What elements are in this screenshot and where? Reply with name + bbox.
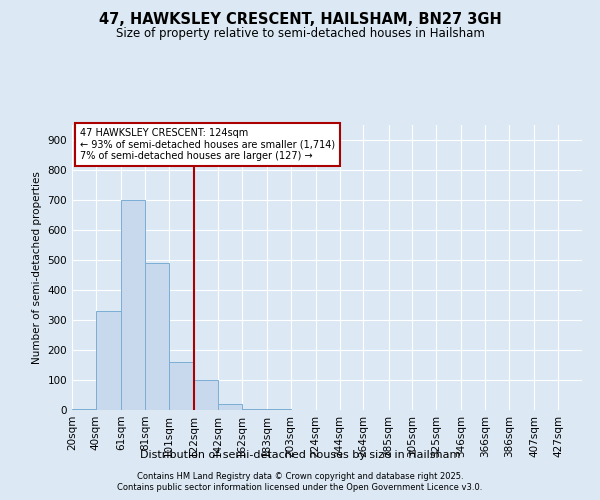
Y-axis label: Number of semi-detached properties: Number of semi-detached properties [32, 171, 42, 364]
Text: Distribution of semi-detached houses by size in Hailsham: Distribution of semi-detached houses by … [140, 450, 460, 460]
Text: Size of property relative to semi-detached houses in Hailsham: Size of property relative to semi-detach… [116, 28, 484, 40]
Bar [242, 408, 266, 410]
Bar [145, 263, 169, 410]
Text: Contains public sector information licensed under the Open Government Licence v3: Contains public sector information licen… [118, 484, 482, 492]
Bar [121, 200, 145, 410]
Text: 47, HAWKSLEY CRESCENT, HAILSHAM, BN27 3GH: 47, HAWKSLEY CRESCENT, HAILSHAM, BN27 3G… [98, 12, 502, 28]
Text: Contains HM Land Registry data © Crown copyright and database right 2025.: Contains HM Land Registry data © Crown c… [137, 472, 463, 481]
Bar [218, 404, 242, 410]
Bar [169, 362, 194, 410]
Bar [96, 311, 121, 410]
Bar [72, 408, 96, 410]
Bar [194, 380, 218, 410]
Bar [266, 409, 290, 410]
Text: 47 HAWKSLEY CRESCENT: 124sqm
← 93% of semi-detached houses are smaller (1,714)
7: 47 HAWKSLEY CRESCENT: 124sqm ← 93% of se… [80, 128, 335, 161]
